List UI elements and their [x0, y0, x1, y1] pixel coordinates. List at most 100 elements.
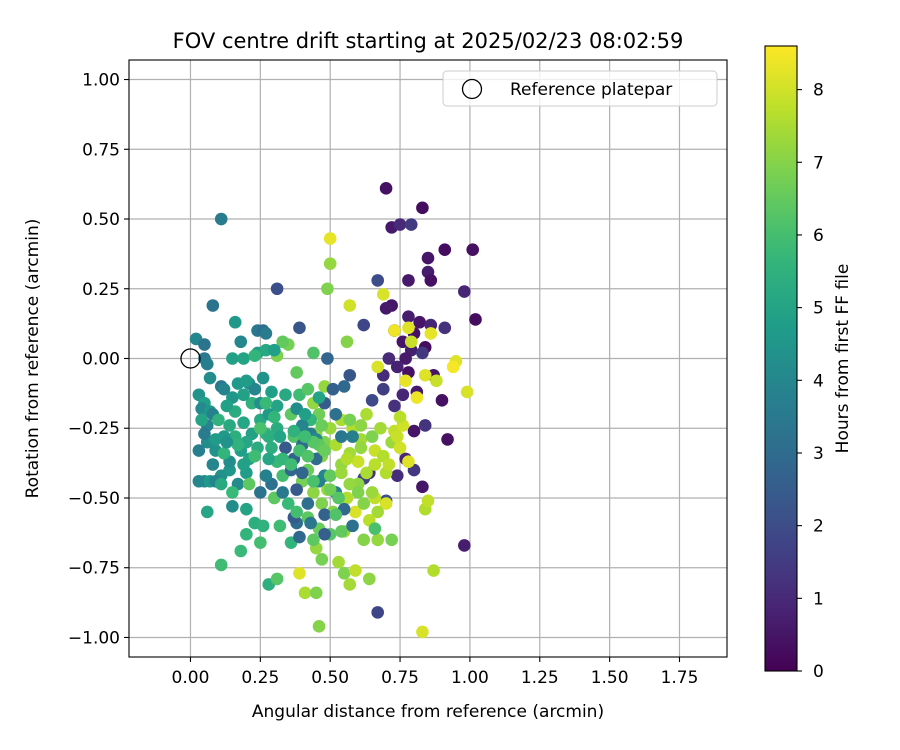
- data-point: [259, 469, 273, 482]
- data-point: [265, 441, 278, 455]
- data-point: [357, 497, 371, 510]
- data-point: [220, 435, 234, 449]
- data-point: [343, 368, 357, 382]
- colorbar-tick-label: 4: [813, 371, 824, 391]
- data-point: [390, 469, 404, 482]
- data-point: [273, 430, 287, 443]
- data-point: [416, 625, 429, 639]
- data-point: [214, 212, 228, 226]
- data-point: [335, 525, 348, 538]
- x-tick-label: 1.25: [521, 668, 559, 688]
- data-point: [458, 539, 471, 552]
- data-point: [293, 567, 306, 580]
- data-point: [413, 315, 426, 329]
- data-point: [460, 385, 474, 399]
- data-point: [390, 360, 404, 374]
- data-point: [259, 327, 273, 340]
- data-point: [240, 502, 253, 516]
- x-tick-label: 0.75: [381, 668, 419, 688]
- data-point: [326, 382, 340, 396]
- x-tick-label: 1.50: [591, 668, 629, 688]
- data-point: [469, 313, 482, 326]
- data-point: [404, 335, 418, 349]
- data-point: [240, 374, 253, 388]
- data-point: [343, 299, 357, 312]
- data-point: [301, 382, 315, 396]
- data-point: [418, 419, 432, 432]
- data-point: [343, 578, 357, 591]
- data-point: [307, 474, 320, 488]
- data-point: [435, 394, 449, 407]
- data-point: [307, 486, 320, 499]
- legend-label: Reference platepar: [510, 80, 672, 100]
- data-point: [346, 519, 359, 533]
- data-point: [217, 447, 231, 460]
- data-point: [276, 486, 289, 499]
- data-point: [290, 366, 303, 379]
- data-point: [396, 388, 410, 402]
- data-point: [438, 243, 452, 257]
- data-point: [393, 441, 407, 455]
- data-point: [242, 477, 256, 491]
- data-point: [268, 410, 281, 424]
- data-point: [256, 371, 270, 385]
- data-point: [340, 335, 354, 349]
- data-point: [237, 352, 250, 365]
- data-point: [382, 458, 396, 471]
- data-point: [329, 508, 343, 522]
- data-point: [410, 391, 424, 404]
- data-point: [284, 458, 298, 471]
- data-point: [416, 480, 429, 494]
- data-point: [315, 419, 329, 432]
- y-tick-label: −0.50: [68, 489, 120, 509]
- data-point: [262, 452, 276, 466]
- colorbar-tick-label: 2: [813, 517, 824, 537]
- data-point: [393, 218, 407, 231]
- data-point: [421, 494, 435, 508]
- colorbar-tick-label: 6: [813, 226, 824, 246]
- data-point: [198, 427, 211, 441]
- data-point: [371, 505, 385, 519]
- data-point: [416, 201, 429, 215]
- data-point: [368, 458, 382, 471]
- data-point: [254, 421, 267, 435]
- data-point: [295, 466, 309, 480]
- data-points: [189, 182, 482, 639]
- data-point: [192, 444, 206, 457]
- data-point: [388, 399, 401, 413]
- legend: Reference platepar: [442, 70, 718, 107]
- colorbar-tick-label: 3: [813, 444, 824, 464]
- data-point: [371, 606, 385, 619]
- data-point: [390, 430, 404, 443]
- data-point: [323, 257, 337, 270]
- data-point: [290, 505, 303, 519]
- data-point: [346, 430, 359, 443]
- data-point: [354, 441, 368, 455]
- data-point: [379, 301, 393, 315]
- data-point: [273, 519, 287, 533]
- data-point: [402, 274, 415, 287]
- data-point: [332, 491, 345, 505]
- data-point: [335, 466, 348, 480]
- data-point: [240, 527, 253, 541]
- data-point: [309, 586, 323, 600]
- data-point: [195, 413, 208, 427]
- data-point: [304, 516, 317, 530]
- y-tick-label: 1.00: [82, 71, 120, 91]
- y-tick-label: 0.25: [82, 280, 120, 300]
- data-point: [223, 419, 236, 432]
- data-point: [231, 438, 245, 452]
- data-point: [248, 382, 262, 396]
- data-point: [200, 357, 214, 371]
- data-point: [226, 352, 239, 365]
- data-point: [248, 349, 262, 363]
- data-point: [254, 486, 267, 499]
- colorbar-tick-label: 7: [813, 153, 824, 173]
- data-point: [312, 391, 326, 404]
- data-point: [298, 430, 312, 443]
- data-point: [256, 519, 270, 533]
- x-tick-label: 0.50: [311, 668, 349, 688]
- reference-marker: [180, 348, 201, 369]
- colorbar-tick-label: 0: [813, 662, 824, 682]
